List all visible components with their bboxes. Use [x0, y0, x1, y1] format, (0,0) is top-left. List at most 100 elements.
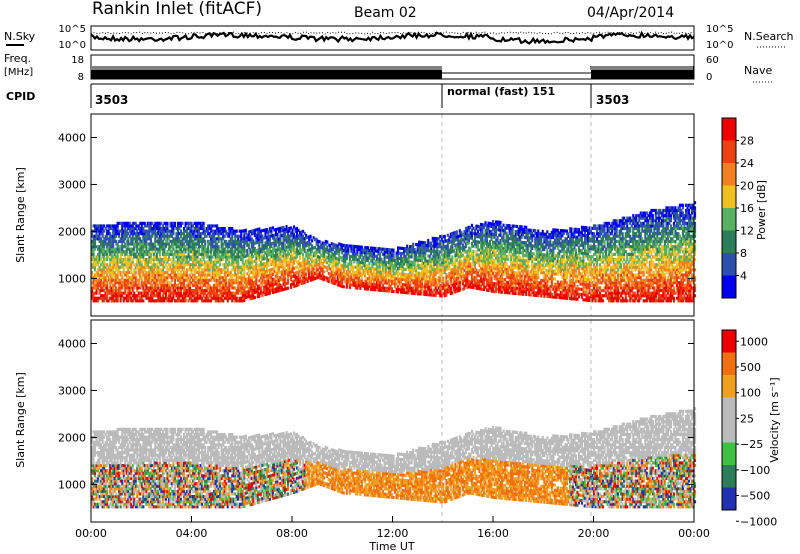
power-cell [131, 242, 134, 246]
power-cell [158, 268, 161, 272]
power-cell [163, 276, 166, 280]
power-cell [139, 273, 142, 277]
power-cell [115, 281, 118, 285]
power-cell [103, 289, 106, 293]
power-cell [127, 242, 130, 246]
power-cell [155, 270, 158, 274]
power-cell [173, 291, 176, 295]
power-cell [175, 286, 178, 290]
power-cell [145, 291, 148, 295]
power-cell [100, 229, 103, 233]
power-cell [146, 270, 149, 274]
power-cell [94, 291, 97, 295]
power-cell [142, 232, 145, 236]
power-cell [149, 234, 152, 238]
power-cell [118, 265, 121, 269]
power-cell [94, 260, 97, 264]
power-cell [115, 250, 118, 254]
power-cell [148, 268, 151, 272]
power-cell [154, 229, 157, 233]
power-cell [107, 255, 110, 259]
power-cell [172, 242, 175, 246]
power-cell [103, 281, 106, 285]
power-cell [139, 242, 142, 246]
power-cell [127, 265, 130, 269]
power-cell [151, 250, 154, 254]
power-cell [130, 286, 133, 290]
power-cell [119, 229, 122, 233]
power-cell [146, 224, 149, 228]
power-cell [95, 289, 98, 293]
power-cell [137, 242, 140, 246]
power-cell [94, 278, 97, 282]
power-cell [109, 270, 112, 274]
power-cell [143, 250, 146, 254]
power-cell [125, 250, 128, 254]
power-cell [167, 273, 170, 277]
power-cell [143, 239, 146, 243]
power-cell [176, 260, 179, 264]
power-cell [100, 294, 103, 298]
power-cell [98, 278, 101, 282]
power-cell [92, 278, 95, 282]
power-cell [104, 281, 107, 285]
power-cell [128, 270, 131, 274]
power-cell [130, 263, 133, 267]
power-cell [100, 227, 103, 231]
power-cell [100, 263, 103, 267]
power-cell [154, 245, 157, 249]
power-cell [175, 245, 178, 249]
power-cell [112, 265, 115, 269]
power-cell [451, 255, 454, 259]
power-cell [92, 286, 95, 290]
power-cell [164, 242, 167, 246]
power-cell [112, 270, 115, 274]
power-cell [154, 276, 157, 280]
power-cell [109, 258, 112, 262]
power-cell [134, 263, 137, 267]
power-cell [112, 268, 115, 272]
cpid-segment-1: 3503 [95, 93, 128, 107]
power-cell [97, 283, 100, 287]
power-cell [104, 296, 107, 300]
power-cell [101, 286, 104, 290]
power-cell [176, 291, 179, 295]
power-cell [118, 234, 121, 238]
power-cell [161, 245, 164, 249]
power-cell [152, 286, 155, 290]
power-cell [121, 258, 124, 262]
power-cell [125, 263, 128, 267]
power-cell [163, 247, 166, 251]
power-cell [160, 283, 163, 287]
power-cell [163, 252, 166, 256]
power-cell [145, 224, 148, 228]
power-cell [142, 268, 145, 272]
power-cell [151, 268, 154, 272]
power-cell [128, 224, 131, 228]
power-cell [148, 265, 151, 269]
power-cell [170, 234, 173, 238]
power-cell [131, 247, 134, 251]
power-cell [119, 265, 122, 269]
power-cell [152, 289, 155, 293]
power-cell [146, 294, 149, 298]
power-cell [170, 242, 173, 246]
power-cell [134, 232, 137, 236]
power-cell [166, 229, 169, 233]
power-cell [176, 239, 179, 243]
power-cell [470, 223, 473, 227]
power-cell [92, 276, 95, 280]
power-cell [155, 299, 158, 303]
power-cell [161, 258, 164, 262]
power-cell [157, 265, 160, 269]
power-cell [157, 273, 160, 277]
power-cell [98, 250, 101, 254]
power-cell [116, 296, 119, 300]
power-cell [145, 281, 148, 285]
power-cell [113, 294, 116, 298]
power-cell [100, 283, 103, 287]
power-cell [164, 278, 167, 282]
power-cell [148, 258, 151, 262]
power-cell [149, 294, 152, 298]
power-cell [106, 250, 109, 254]
